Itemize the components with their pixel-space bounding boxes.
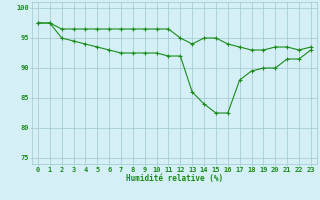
X-axis label: Humidité relative (%): Humidité relative (%) — [126, 174, 223, 183]
